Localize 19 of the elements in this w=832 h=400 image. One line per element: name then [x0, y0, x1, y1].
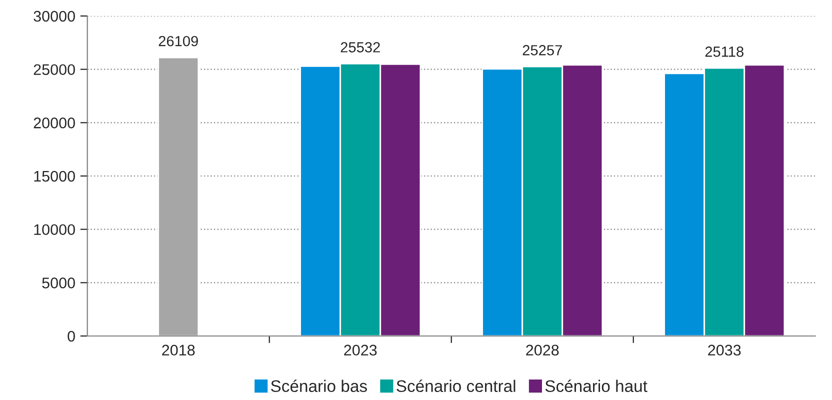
x-tick-label: 2018 [162, 344, 195, 356]
y-tick-label: 25000 [34, 64, 75, 76]
y-tick-label: 5000 [42, 278, 75, 288]
y-tick-label: 15000 [34, 170, 75, 182]
legend-label: Scénario bas [271, 380, 367, 392]
x-tick-label: 2033 [708, 344, 741, 356]
data-label: 25257 [522, 45, 562, 56]
bar [158, 56, 200, 336]
data-label: 26109 [158, 36, 198, 46]
y-tick-label: 0 [68, 330, 75, 342]
data-label: 25118 [705, 46, 744, 57]
legend-label: Scénario central [396, 380, 516, 392]
x-tick-label: 2028 [526, 344, 559, 356]
legend-label: Scénario haut [545, 380, 648, 392]
y-tick-label: 30000 [34, 10, 75, 22]
y-tick-label: 20000 [34, 118, 75, 128]
x-tick-label: 2023 [344, 344, 377, 356]
y-tick-label: 10000 [34, 224, 75, 236]
data-label: 25532 [340, 42, 380, 52]
